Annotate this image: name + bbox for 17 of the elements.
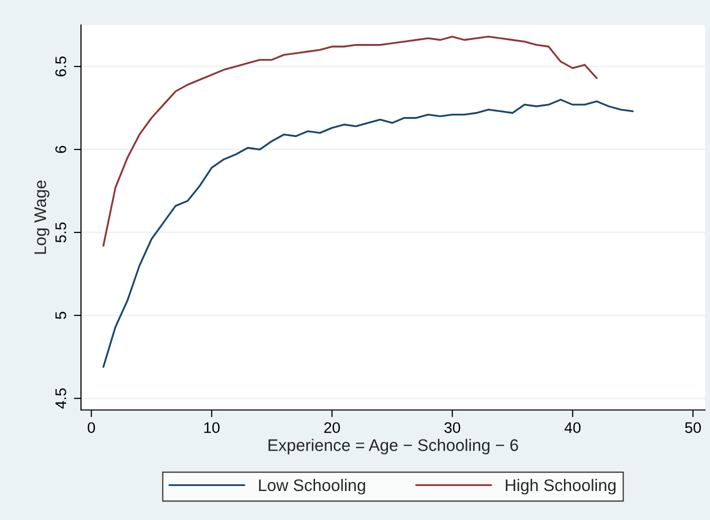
x-tick-label: 10 [204, 422, 220, 434]
line-series [102, 98, 634, 368]
x-tick-label: 20 [324, 422, 340, 434]
x-tick-label: 40 [564, 422, 581, 434]
y-tick-label: 4.5 [56, 388, 66, 409]
y-tick-label: 6 [55, 146, 66, 153]
x-tick-label: 0 [88, 422, 95, 434]
x-tick-label: 50 [685, 422, 701, 434]
legend-label: Low Schooling [259, 478, 366, 494]
y-tick-label: 5.5 [56, 222, 66, 242]
x-tick-label: 30 [444, 422, 460, 434]
y-axis-title: Log Wage [34, 180, 50, 254]
line-series [102, 36, 598, 247]
x-axis-title: Experience = Age − Schooling − 6 [268, 438, 518, 454]
y-tick-label: 5 [56, 312, 66, 320]
y-tick-label: 6.5 [55, 56, 66, 76]
legend-label: High Schooling [506, 478, 616, 494]
